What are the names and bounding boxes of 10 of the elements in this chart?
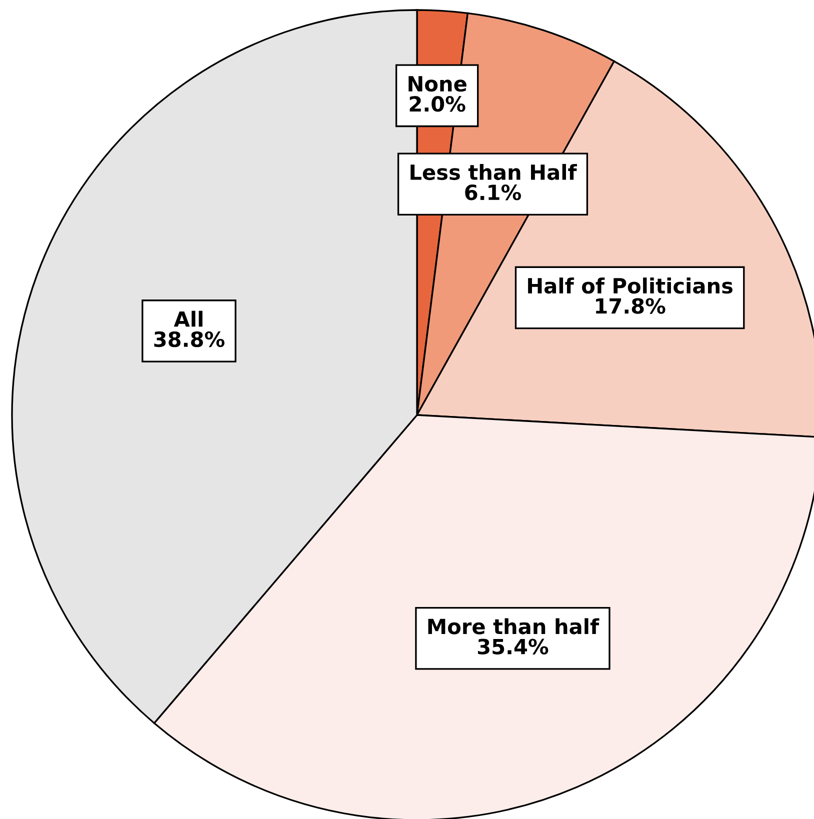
data-label: 38.8% <box>154 331 224 348</box>
slice-label: None <box>408 76 466 92</box>
data-label: 17.8% <box>596 298 666 314</box>
slice-label: All <box>174 310 202 327</box>
data-label: 35.4% <box>478 638 548 654</box>
slice-label: More than half <box>428 618 600 634</box>
data-label: 6.1% <box>465 184 521 200</box>
slice-label: Less than Half <box>410 164 577 180</box>
slice-label: Half of Politicians <box>528 278 732 294</box>
data-label: 2.0% <box>410 96 466 112</box>
